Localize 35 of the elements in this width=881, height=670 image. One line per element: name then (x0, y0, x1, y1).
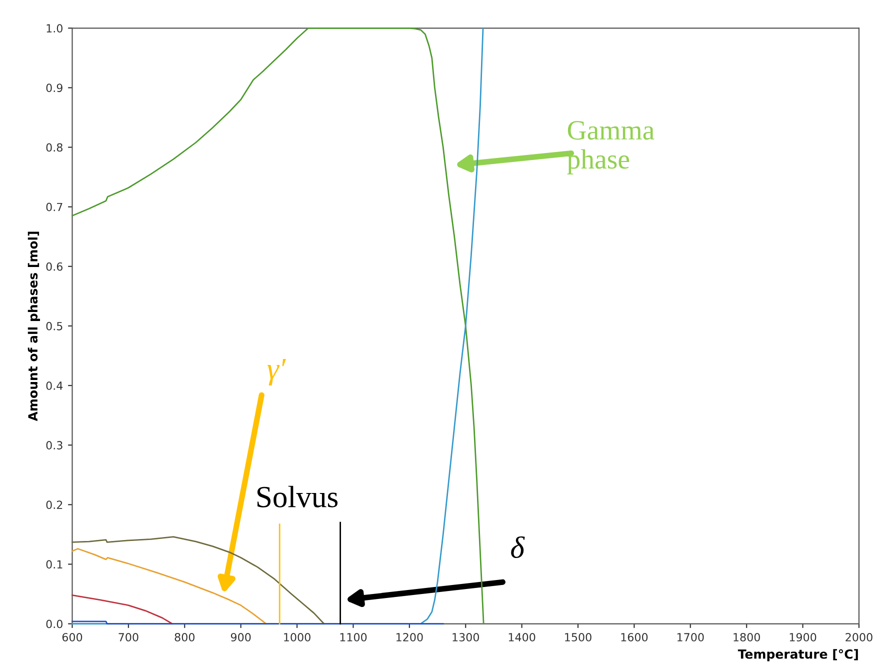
x-tick-label: 1200 (396, 632, 423, 642)
x-tick-label: 1800 (734, 632, 760, 642)
y-tick-label: 0.1 (46, 560, 62, 569)
line-series (72, 594, 173, 624)
y-tick-label: 1.0 (46, 24, 62, 33)
annotation: γ′ (267, 359, 286, 386)
y-tick-label: 0.4 (46, 381, 63, 390)
y-tick-label: 0.7 (46, 202, 62, 212)
x-tick-label: 1700 (677, 632, 704, 642)
y-tick-label: 0.2 (46, 500, 62, 510)
x-axis-title: Temperature [°C] (738, 649, 858, 662)
y-tick-label: 0.3 (46, 441, 62, 450)
y-axis-title: Amount of all phases [mol] (28, 232, 40, 422)
x-tick-label: 1400 (508, 632, 536, 642)
x-tick-label: 700 (118, 632, 138, 642)
y-tick-label: 0.0 (46, 620, 62, 628)
x-tick-label: 1100 (340, 632, 367, 642)
x-tick-label: 1900 (790, 632, 816, 642)
annotation: δ (511, 536, 525, 558)
x-tick-label: 1600 (621, 632, 648, 642)
x-tick-label: 1300 (452, 632, 480, 642)
x-tick-label: 2000 (846, 632, 872, 642)
x-tick-label: 1000 (284, 632, 310, 642)
x-tick-label: 1500 (565, 632, 592, 642)
x-tick-label: 900 (230, 632, 251, 642)
y-tick-label: 0.8 (46, 143, 62, 152)
y-tick-label: 0.9 (46, 84, 62, 92)
x-tick-label: 800 (174, 632, 194, 642)
annotation: Solvus (257, 486, 338, 508)
y-tick-label: 0.6 (46, 262, 63, 271)
line-series (72, 536, 325, 624)
y-tick-label: 0.5 (46, 322, 62, 330)
x-tick-label: 600 (62, 632, 82, 642)
line-series (72, 548, 267, 624)
annotation: Gamma phase (567, 121, 654, 174)
